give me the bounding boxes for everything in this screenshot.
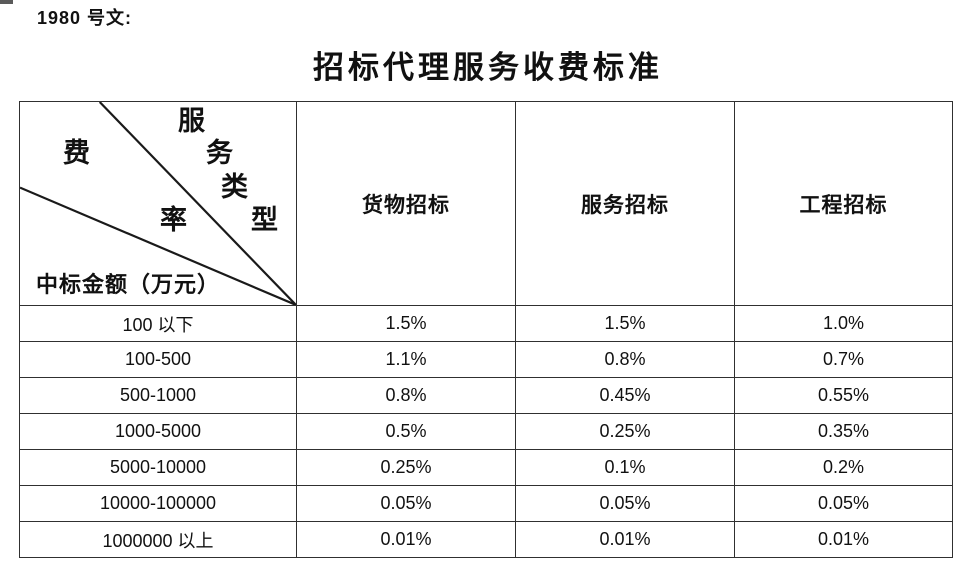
column-header-engineering: 工程招标 xyxy=(734,101,953,306)
row-label: 100 以下 xyxy=(19,305,297,342)
fee-cell: 0.01% xyxy=(515,521,735,558)
row-label: 1000000 以上 xyxy=(19,521,297,558)
corner-service-type-char: 型 xyxy=(251,205,278,235)
corner-header-content: 服 务 类 型 费 率 中标金额（万元） xyxy=(20,102,296,305)
corner-service-type-char: 服 xyxy=(178,106,205,136)
fee-cell: 0.05% xyxy=(515,485,735,522)
fee-cell: 1.0% xyxy=(734,305,953,342)
table-row: 5000-10000 0.25% 0.1% 0.2% xyxy=(19,449,953,486)
fee-cell: 0.05% xyxy=(296,485,516,522)
fee-standard-table: 服 务 类 型 费 率 中标金额（万元） 货物招标 服务招标 工程招标 100 … xyxy=(19,101,953,558)
row-label: 500-1000 xyxy=(19,377,297,414)
column-header-goods: 货物招标 xyxy=(296,101,516,306)
table-row: 100 以下 1.5% 1.5% 1.0% xyxy=(19,305,953,342)
page-title: 招标代理服务收费标准 xyxy=(313,50,663,85)
fee-cell: 0.01% xyxy=(734,521,953,558)
fee-cell: 0.25% xyxy=(296,449,516,486)
row-label: 1000-5000 xyxy=(19,413,297,450)
table-row: 10000-100000 0.05% 0.05% 0.05% xyxy=(19,485,953,522)
fee-cell: 1.1% xyxy=(296,341,516,378)
column-header-services: 服务招标 xyxy=(515,101,735,306)
row-label: 10000-100000 xyxy=(19,485,297,522)
fee-cell: 1.5% xyxy=(296,305,516,342)
fee-cell: 0.05% xyxy=(734,485,953,522)
fee-cell: 0.1% xyxy=(515,449,735,486)
fee-cell: 0.35% xyxy=(734,413,953,450)
corner-service-type-char: 务 xyxy=(206,138,233,168)
corner-service-type-char: 类 xyxy=(221,172,248,202)
corner-fee-rate-char: 率 xyxy=(160,205,187,235)
fee-cell: 0.2% xyxy=(734,449,953,486)
corner-fee-rate-char: 费 xyxy=(63,138,90,168)
fee-cell: 0.55% xyxy=(734,377,953,414)
corner-amount-label: 中标金额（万元） xyxy=(36,272,221,297)
fee-cell: 0.7% xyxy=(734,341,953,378)
fee-cell: 0.5% xyxy=(296,413,516,450)
doc-number-label: 1980 号文: xyxy=(37,8,133,28)
table-header-row: 服 务 类 型 费 率 中标金额（万元） 货物招标 服务招标 工程招标 xyxy=(19,101,953,306)
fee-cell: 0.45% xyxy=(515,377,735,414)
row-label: 100-500 xyxy=(19,341,297,378)
fee-cell: 1.5% xyxy=(515,305,735,342)
row-label: 5000-10000 xyxy=(19,449,297,486)
table-row: 100-500 1.1% 0.8% 0.7% xyxy=(19,341,953,378)
scan-artifact xyxy=(0,0,13,4)
diagonal-divider-lines xyxy=(20,102,296,305)
fee-cell: 0.8% xyxy=(296,377,516,414)
corner-header-cell: 服 务 类 型 费 率 中标金额（万元） xyxy=(19,101,297,306)
fee-cell: 0.01% xyxy=(296,521,516,558)
table-row: 1000000 以上 0.01% 0.01% 0.01% xyxy=(19,521,953,558)
fee-cell: 0.8% xyxy=(515,341,735,378)
table-row: 500-1000 0.8% 0.45% 0.55% xyxy=(19,377,953,414)
fee-cell: 0.25% xyxy=(515,413,735,450)
table-row: 1000-5000 0.5% 0.25% 0.35% xyxy=(19,413,953,450)
